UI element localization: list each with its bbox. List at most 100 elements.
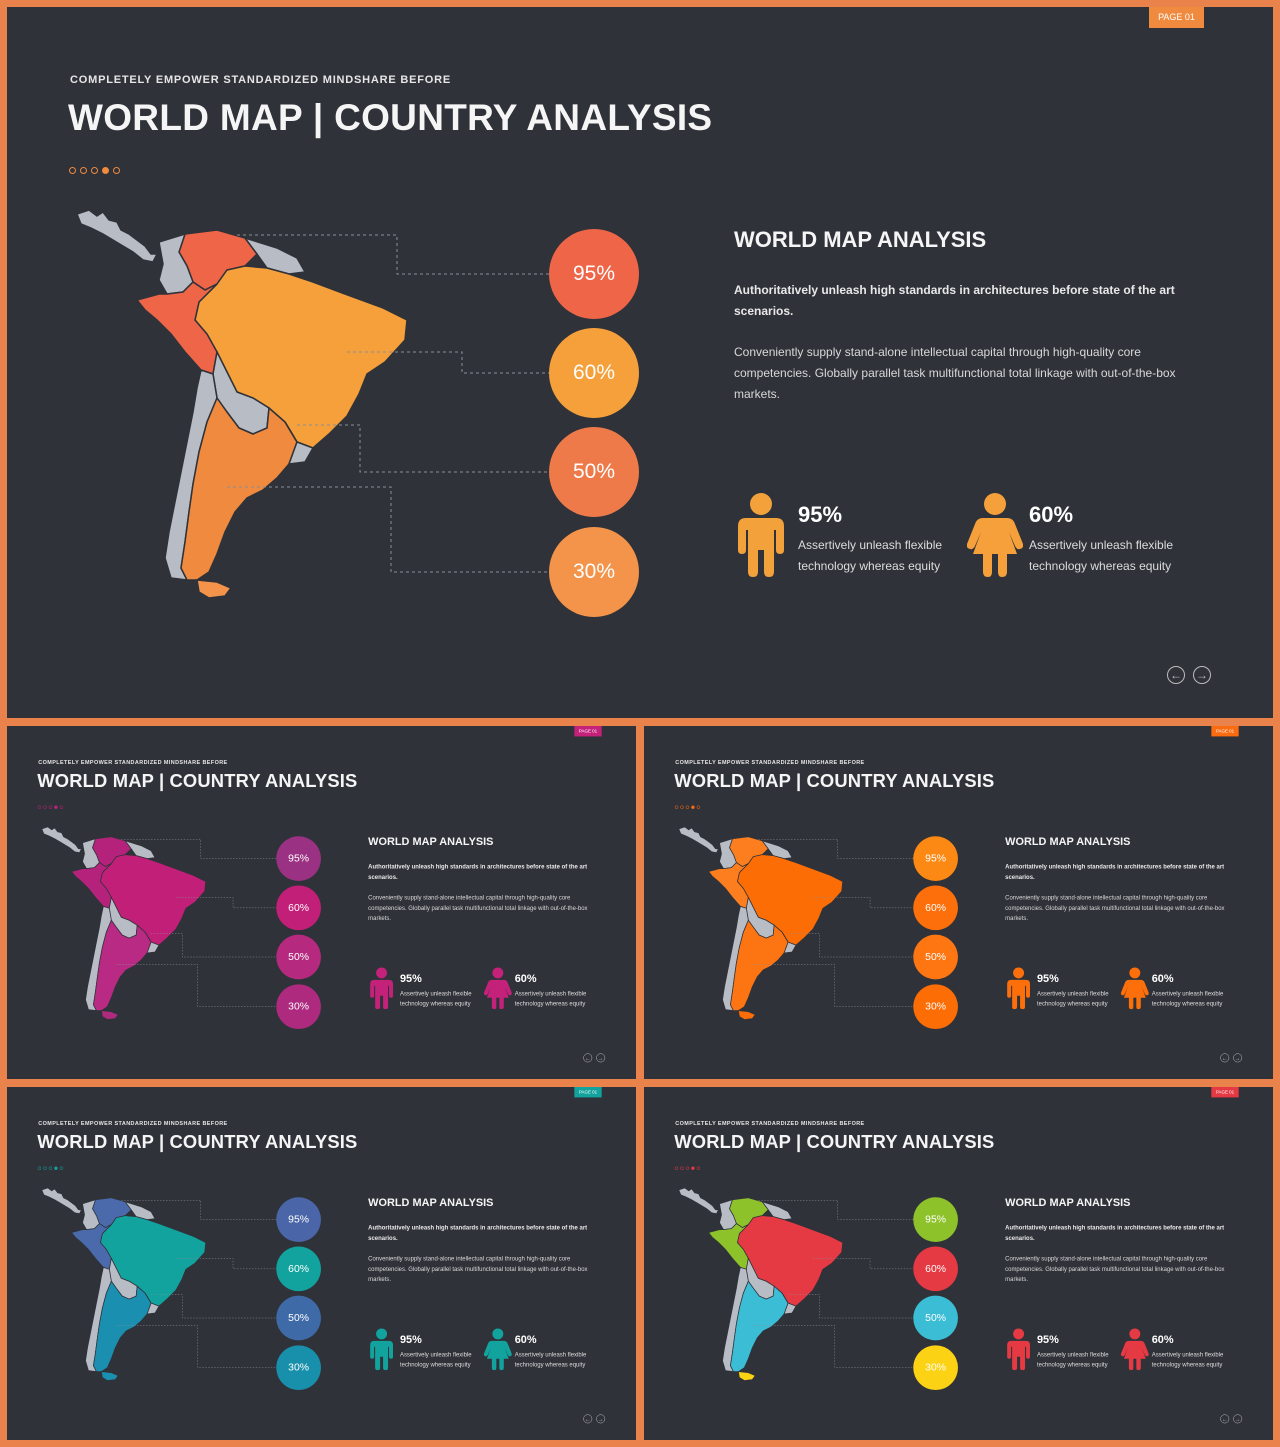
- slide-content: COMPLETELY EMPOWER STANDARDIZED MINDSHAR…: [7, 726, 636, 1079]
- body-paragraph: Conveniently supply stand-alone intellec…: [368, 893, 588, 922]
- female-icon: [483, 967, 512, 1010]
- previous-arrow-icon[interactable]: ←: [1167, 666, 1185, 684]
- south-america-map: [678, 826, 844, 1020]
- next-arrow-icon[interactable]: →: [596, 1414, 606, 1424]
- pager-dot[interactable]: [685, 805, 690, 809]
- body-paragraph: Conveniently supply stand-alone intellec…: [1005, 893, 1225, 922]
- pager-dot[interactable]: [59, 805, 64, 809]
- lead-paragraph: Authoritatively unleash high standards i…: [1005, 863, 1225, 881]
- stat-value: 60%: [514, 971, 537, 985]
- male-icon: [738, 493, 784, 577]
- pager-dot[interactable]: [48, 805, 53, 809]
- stat-value: 95%: [1036, 1332, 1059, 1346]
- pager-dot[interactable]: [43, 805, 47, 809]
- pager-dot[interactable]: [59, 1166, 64, 1170]
- stat-description: Assertively unleash flexible technology …: [1151, 1350, 1224, 1369]
- next-arrow-icon[interactable]: →: [1233, 1414, 1243, 1424]
- page-badge: PAGE 01: [574, 726, 602, 737]
- stat-value: 95%: [1036, 971, 1059, 985]
- value-circle-4: 30%: [276, 984, 321, 1030]
- previous-arrow-icon[interactable]: ←: [583, 1053, 593, 1063]
- pager-dot[interactable]: [69, 167, 76, 174]
- stat-description: Assertively unleash flexible technology …: [1029, 538, 1174, 573]
- pager-dot-active[interactable]: [102, 167, 109, 174]
- pager-dot[interactable]: [48, 1166, 53, 1170]
- value-circle-4: 30%: [913, 1345, 958, 1391]
- next-arrow-icon[interactable]: →: [1193, 666, 1211, 684]
- female-icon: [1120, 967, 1149, 1010]
- section-title: WORLD MAP ANALYSIS: [368, 1196, 494, 1209]
- page-title: WORLD MAP | COUNTRY ANALYSIS: [37, 1131, 358, 1153]
- pager-dot[interactable]: [685, 1166, 690, 1170]
- value-circle-2: 60%: [276, 885, 321, 931]
- map-region-west: [707, 1223, 749, 1270]
- pager-dots: [69, 167, 120, 174]
- value-circle-3: 50%: [913, 1295, 958, 1341]
- value-circle-2: 60%: [549, 328, 639, 418]
- pager-dot[interactable]: [680, 805, 684, 809]
- map-region-west: [707, 862, 749, 909]
- pager-dot[interactable]: [674, 805, 679, 809]
- value-circle-2: 60%: [276, 1246, 321, 1292]
- pager-dot-active[interactable]: [691, 805, 695, 809]
- page-badge: PAGE 01: [574, 1087, 602, 1098]
- slide-variant-multicolor: COMPLETELY EMPOWER STANDARDIZED MINDSHAR…: [644, 1087, 1273, 1440]
- slide-content: COMPLETELY EMPOWER STANDARDIZED MINDSHAR…: [7, 1087, 636, 1440]
- value-circle-1: 95%: [913, 1197, 958, 1243]
- pager-dot[interactable]: [113, 167, 120, 174]
- stat-value: 95%: [798, 502, 843, 527]
- next-arrow-icon[interactable]: →: [596, 1053, 606, 1063]
- section-title: WORLD MAP ANALYSIS: [1005, 1196, 1131, 1209]
- slide-content: COMPLETELY EMPOWER STANDARDIZED MINDSHAR…: [644, 726, 1273, 1079]
- previous-arrow-icon[interactable]: ←: [583, 1414, 593, 1424]
- value-circle-2: 60%: [913, 1246, 958, 1292]
- stat-description: Assertively unleash flexible technology …: [514, 1350, 587, 1369]
- previous-arrow-icon[interactable]: ←: [1220, 1053, 1230, 1063]
- lead-paragraph: Authoritatively unleash high standards i…: [368, 863, 588, 881]
- lead-paragraph: Authoritatively unleash high standards i…: [734, 283, 1175, 318]
- slide-main: COMPLETELY EMPOWER STANDARDIZED MINDSHAR…: [7, 7, 1273, 718]
- female-icon: [483, 1328, 512, 1371]
- slide-content: COMPLETELY EMPOWER STANDARDIZED MINDSHAR…: [7, 7, 1273, 718]
- stat-description: Assertively unleash flexible technology …: [1151, 989, 1224, 1008]
- pager-dot[interactable]: [696, 805, 701, 809]
- next-arrow-icon[interactable]: →: [1233, 1053, 1243, 1063]
- pager-dot[interactable]: [80, 167, 87, 174]
- pager-dot[interactable]: [43, 1166, 47, 1170]
- pager-dot[interactable]: [680, 1166, 684, 1170]
- pager-dot[interactable]: [37, 1166, 42, 1170]
- pager-dot[interactable]: [696, 1166, 701, 1170]
- value-circle-4: 30%: [276, 1345, 321, 1391]
- stat-value: 60%: [1151, 1332, 1174, 1346]
- pager-dot[interactable]: [37, 805, 42, 809]
- page-badge: PAGE 01: [1149, 7, 1204, 28]
- tagline: COMPLETELY EMPOWER STANDARDIZED MINDSHAR…: [675, 759, 865, 766]
- stat-value: 95%: [399, 1332, 422, 1346]
- pager-dot-active[interactable]: [54, 805, 58, 809]
- tagline: COMPLETELY EMPOWER STANDARDIZED MINDSHAR…: [38, 759, 228, 766]
- pager-dot-active[interactable]: [691, 1166, 695, 1170]
- pager-dots: [674, 1166, 701, 1170]
- central-america-region: [678, 1187, 720, 1215]
- stat-value: 60%: [1151, 971, 1174, 985]
- map-region-west: [70, 1223, 112, 1270]
- slide-variant-teal: COMPLETELY EMPOWER STANDARDIZED MINDSHAR…: [7, 1087, 636, 1440]
- central-america-region: [678, 826, 720, 854]
- stat-description: Assertively unleash flexible technology …: [399, 989, 472, 1008]
- value-circle-4: 30%: [549, 527, 639, 617]
- male-icon: [370, 1328, 394, 1371]
- map-region-south: [737, 1371, 756, 1381]
- pager-dot[interactable]: [91, 167, 98, 174]
- slide-content: COMPLETELY EMPOWER STANDARDIZED MINDSHAR…: [644, 1087, 1273, 1440]
- previous-arrow-icon[interactable]: ←: [1220, 1414, 1230, 1424]
- pager-dot[interactable]: [674, 1166, 679, 1170]
- female-icon: [967, 493, 1023, 577]
- page-title: WORLD MAP | COUNTRY ANALYSIS: [37, 770, 358, 792]
- section-title: WORLD MAP ANALYSIS: [734, 227, 987, 252]
- south-america-map: [41, 1187, 207, 1381]
- central-america-region: [41, 1187, 83, 1215]
- pager-dot-active[interactable]: [54, 1166, 58, 1170]
- body-paragraph: Conveniently supply stand-alone intellec…: [368, 1254, 588, 1283]
- tagline: COMPLETELY EMPOWER STANDARDIZED MINDSHAR…: [675, 1120, 865, 1127]
- section-title: WORLD MAP ANALYSIS: [1005, 835, 1131, 848]
